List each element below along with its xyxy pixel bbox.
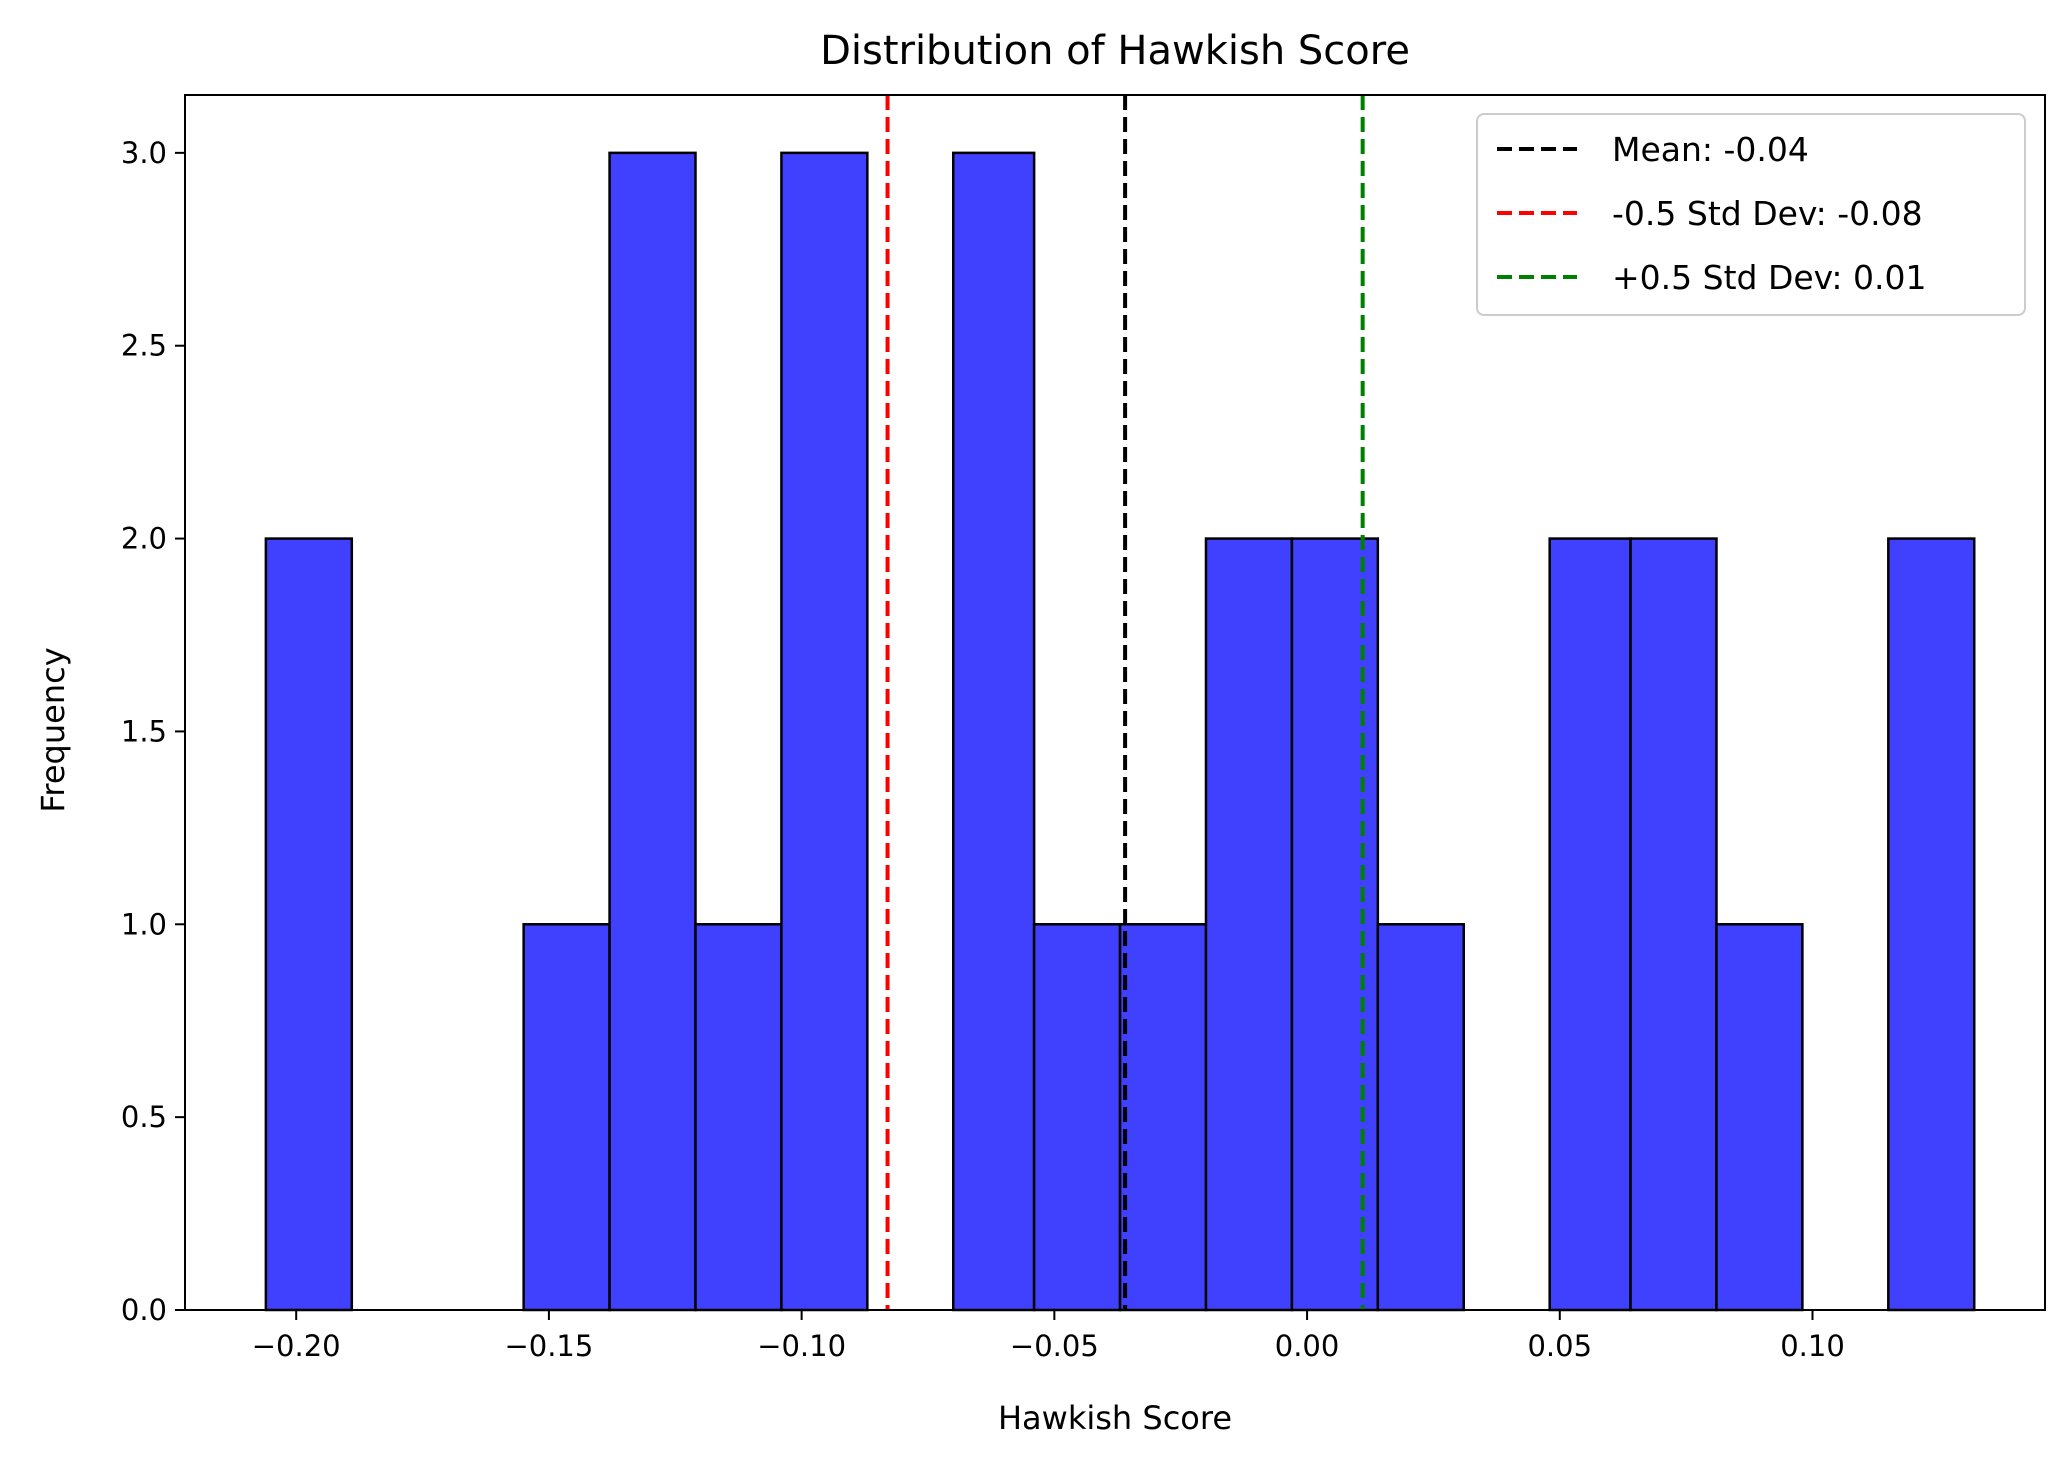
histogram-bar	[1548, 537, 1632, 1312]
y-tick-label: 0.5	[121, 1100, 167, 1134]
histogram-bar	[608, 151, 697, 1312]
y-tick-label: 0.0	[121, 1293, 167, 1327]
x-tick-label: 0.00	[1275, 1329, 1340, 1363]
legend-label: +0.5 Std Dev: 0.01	[1612, 258, 1926, 297]
y-tick-label: 1.0	[121, 907, 167, 941]
legend-label: Mean: -0.04	[1612, 130, 1809, 169]
plot-area-frame	[184, 94, 2046, 1311]
histogram-bar	[694, 923, 783, 1312]
histogram-bar	[1376, 923, 1465, 1312]
x-tick-label: −0.15	[504, 1329, 593, 1363]
legend-label: -0.5 Std Dev: -0.08	[1612, 194, 1923, 233]
histogram-bar	[1032, 923, 1122, 1312]
histogram-bar	[522, 923, 611, 1312]
y-tick-label: 2.0	[121, 522, 167, 556]
x-tick-label: 0.10	[1780, 1329, 1845, 1363]
legend-items: Mean: -0.04 -0.5 Std Dev: -0.08 +0.5 Std D…	[1497, 130, 1926, 297]
histogram-bar	[264, 537, 354, 1312]
x-tick-label: −0.10	[757, 1329, 846, 1363]
y-tick-label: 2.5	[121, 329, 167, 363]
histogram-bar	[1629, 537, 1718, 1312]
legend: Mean: -0.04 -0.5 Std Dev: -0.08 +0.5 Std D…	[1476, 113, 2026, 316]
x-axis-label: Hawkish Score	[998, 1399, 1232, 1437]
y-axis-label: Frequency	[34, 647, 72, 812]
y-tick-label: 3.0	[121, 136, 167, 170]
reference-lines	[885, 95, 1365, 1310]
legend-box	[1476, 113, 2026, 316]
x-tick-label: −0.05	[1010, 1329, 1099, 1363]
histogram-bar	[1715, 923, 1804, 1312]
histogram-bar	[780, 151, 869, 1312]
histogram-bars	[264, 151, 1976, 1312]
histogram-bar	[1887, 537, 1976, 1312]
x-axis-ticks: −0.20 −0.15 −0.10 −0.05 0.00 0.05 0.10	[252, 1310, 1845, 1363]
y-tick-label: 1.5	[121, 714, 167, 748]
histogram-bar	[1118, 923, 1208, 1312]
histogram-bar	[1290, 537, 1380, 1312]
chart-title: Distribution of Hawkish Score	[820, 28, 1410, 74]
x-tick-label: 0.05	[1527, 1329, 1592, 1363]
y-axis-ticks: 0.0 0.5 1.0 1.5 2.0 2.5 3.0	[121, 136, 185, 1327]
histogram-bar	[952, 151, 1036, 1312]
histogram-bar	[1204, 537, 1294, 1312]
x-tick-label: −0.20	[252, 1329, 341, 1363]
